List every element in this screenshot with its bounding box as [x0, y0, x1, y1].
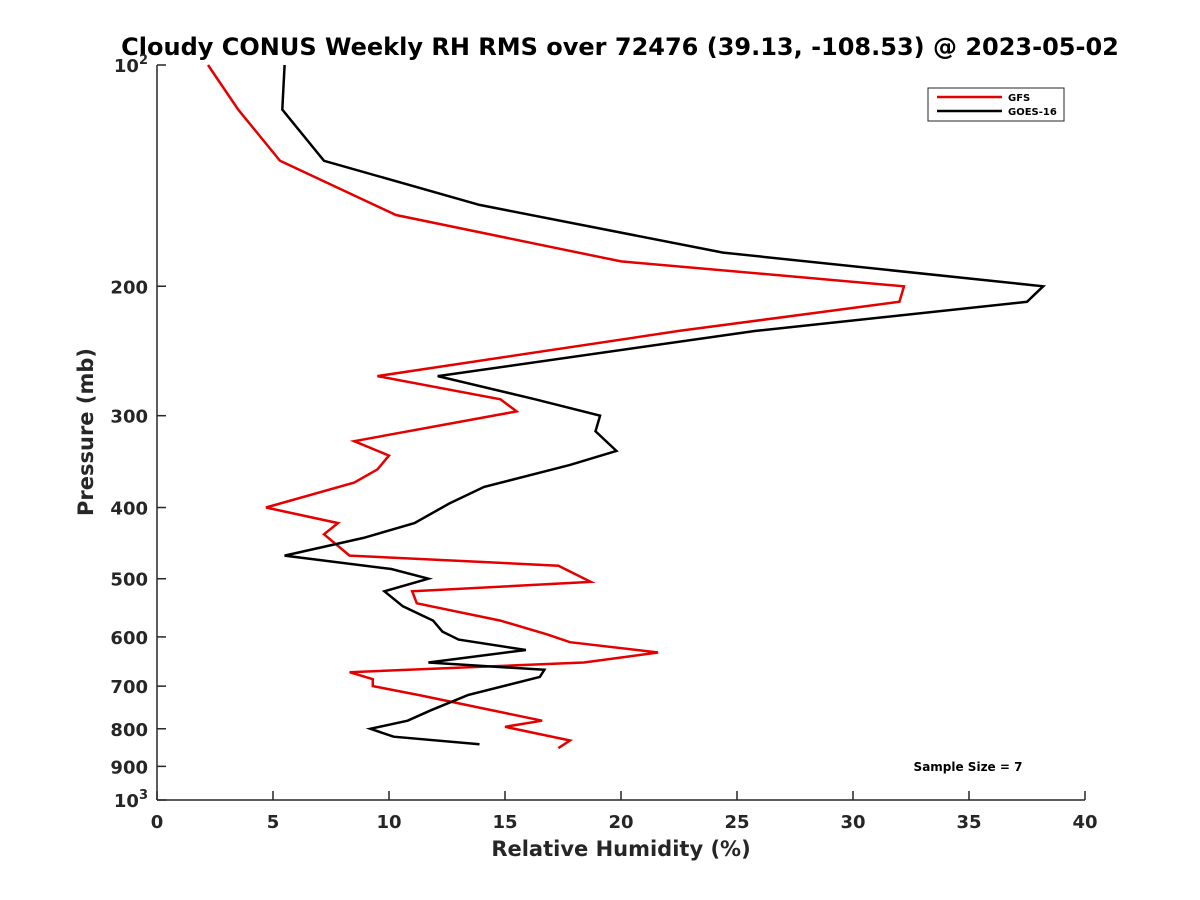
y-tick-label-8: 900: [110, 757, 148, 778]
sample-size-annotation: Sample Size = 7: [914, 760, 1023, 774]
x-axis-label: Relative Humidity (%): [491, 837, 750, 861]
y-tick-label-2: 300: [110, 407, 148, 428]
y-axis-label: Pressure (mb): [74, 348, 98, 516]
series-layer: [206, 64, 1047, 750]
legend: GFS GOES-16: [927, 87, 1065, 122]
y-tick-label-6: 700: [110, 677, 148, 698]
x-tick-label-1: 5: [267, 812, 280, 833]
legend-label-gfs: GFS: [1008, 93, 1030, 104]
x-ticks: 0 5 10 15 20 25 30 35 40: [151, 791, 1098, 833]
x-tick-label-7: 35: [956, 812, 981, 833]
y-tick-label-4: 500: [110, 570, 148, 591]
x-tick-label-5: 25: [724, 812, 749, 833]
legend-box: [927, 87, 1065, 122]
y-ticks: 102 200 300 400 500 600 700 800 900 103: [110, 53, 166, 812]
x-tick-label-4: 20: [608, 812, 633, 833]
y-tick-label-3: 400: [110, 499, 148, 520]
x-tick-label-6: 30: [840, 812, 865, 833]
legend-label-goes16: GOES-16: [1008, 107, 1057, 118]
x-tick-label-2: 10: [376, 812, 401, 833]
series-line-goes16: [281, 64, 1047, 746]
y-tick-label-7: 800: [110, 720, 148, 741]
x-tick-label-3: 15: [492, 812, 517, 833]
chart-title: Cloudy CONUS Weekly RH RMS over 72476 (3…: [121, 33, 1119, 61]
x-tick-label-0: 0: [151, 812, 164, 833]
x-tick-label-8: 40: [1072, 812, 1097, 833]
plot-background: [157, 65, 1085, 800]
plot-area: 0 5 10 15 20 25 30 35 40 102 200 300 400 500 600 700 80…: [110, 53, 1097, 833]
y-tick-label-5: 600: [110, 628, 148, 649]
y-tick-label-0: 102: [114, 53, 148, 77]
y-tick-label-9: 103: [114, 788, 148, 812]
y-tick-label-1: 200: [110, 277, 148, 298]
